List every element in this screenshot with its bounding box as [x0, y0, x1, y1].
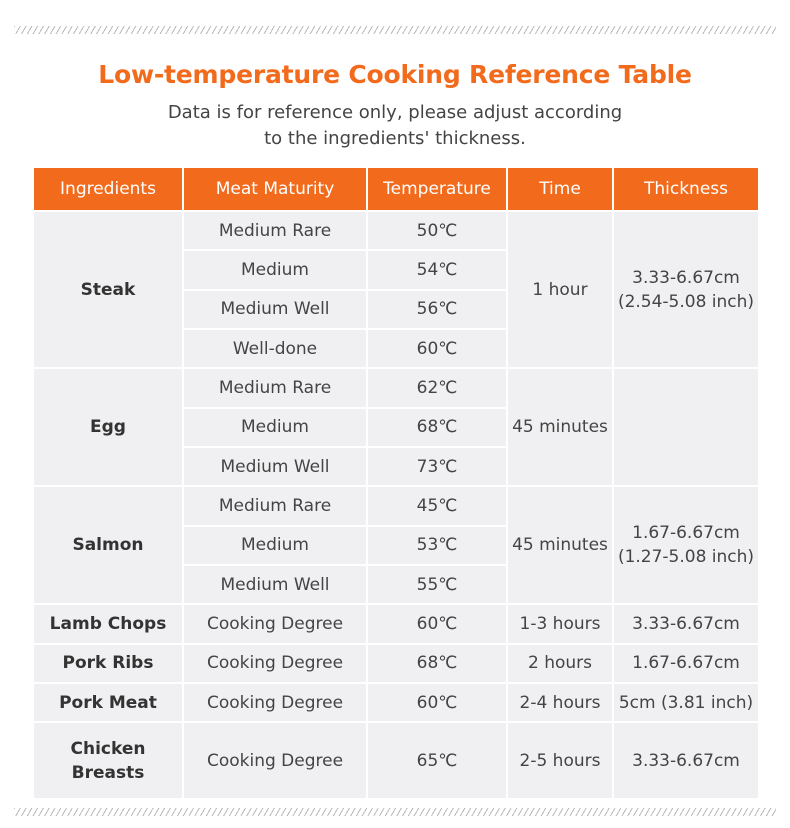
table-row: Pork Meat Cooking Degree 60℃ 2-4 hours 5cm (… — [34, 683, 758, 722]
temperature-cell: 68℃ — [368, 644, 506, 682]
time-cell: 2-4 hours — [508, 683, 612, 722]
thickness-line: (1.27-5.08 inch) — [617, 547, 755, 568]
page-title: Low-temperature Cooking Reference Table — [98, 60, 692, 89]
table-row: Chicken Breasts Cooking Degree 65℃ 2-5 hour… — [34, 723, 758, 798]
ingredient-cell: Lamb Chops — [34, 605, 182, 643]
time-cell: 2 hours — [508, 644, 612, 682]
thickness-cell: 1.67-6.67cm (1.27-5.08 inch) — [614, 487, 758, 604]
temperature-cell: 45℃ — [368, 487, 506, 525]
table-header-row: Ingredients Meat Maturity Temperature Ti… — [34, 168, 758, 210]
maturity-cell: Medium — [184, 251, 366, 289]
table-row: Well-done 60℃ — [34, 329, 758, 368]
temperature-cell: 56℃ — [368, 290, 506, 328]
time-cell: 45 minutes — [508, 487, 612, 604]
ingredient-cell: Salmon — [34, 487, 182, 604]
maturity-cell: Medium Well — [184, 290, 366, 328]
table-row: Medium Well 55℃ — [34, 565, 758, 604]
thickness-line: 3.33-6.67cm — [632, 613, 740, 634]
temperature-cell: 68℃ — [368, 408, 506, 446]
table-row: Salmon Medium Rare 45℃ 45 minutes 1.67-6.67c… — [34, 487, 758, 604]
time-cell: 1 hour — [508, 212, 612, 368]
table-row: Lamb Chops Cooking Degree 60℃ 1-3 hours 3.33… — [34, 605, 758, 643]
maturity-cell: Medium — [184, 408, 366, 446]
subtitle-line: Data is for reference only, please adjus… — [167, 102, 623, 123]
table-row: Medium 68℃ — [34, 408, 758, 446]
ingredient-cell: Egg — [34, 369, 182, 486]
temperature-cell: 60℃ — [368, 683, 506, 722]
thickness-cell — [614, 369, 758, 486]
temperature-cell: 60℃ — [368, 605, 506, 643]
maturity-cell: Medium Rare — [184, 369, 366, 407]
maturity-cell: Well-done — [184, 329, 366, 368]
thickness-line: 5cm (3.81 inch) — [618, 692, 754, 713]
time-cell: 1-3 hours — [508, 605, 612, 643]
temperature-cell: 50℃ — [368, 212, 506, 250]
subtitle-line: to the ingredients' thickness. — [264, 128, 526, 149]
maturity-cell: Medium Rare — [184, 487, 366, 525]
header-temperature: Temperature — [368, 168, 506, 210]
table-row: Medium 54℃ — [34, 251, 758, 289]
maturity-cell: Medium Well — [184, 447, 366, 486]
maturity-cell: Cooking Degree — [184, 644, 366, 682]
time-cell: 2-5 hours — [508, 723, 612, 798]
temperature-cell: 54℃ — [368, 251, 506, 289]
thickness-cell: 3.33-6.67cm — [614, 723, 758, 798]
maturity-cell: Cooking Degree — [184, 683, 366, 722]
table-row: Medium 53℃ — [34, 526, 758, 564]
reference-table: Ingredients Meat Maturity Temperature Ti… — [32, 166, 760, 800]
maturity-cell: Cooking Degree — [184, 723, 366, 798]
ingredient-cell: Pork Meat — [34, 683, 182, 722]
maturity-cell: Medium Well — [184, 565, 366, 604]
temperature-cell: 73℃ — [368, 447, 506, 486]
thickness-line: 1.67-6.67cm — [632, 523, 740, 544]
maturity-cell: Medium Rare — [184, 212, 366, 250]
thickness-line: 3.33-6.67cm — [632, 267, 740, 288]
temperature-cell: 55℃ — [368, 565, 506, 604]
header-thickness: Thickness — [614, 168, 758, 210]
thickness-cell: 1.67-6.67cm — [614, 644, 758, 682]
thickness-cell: 3.33-6.67cm — [614, 605, 758, 643]
table-row: Medium Well 73℃ — [34, 447, 758, 486]
top-hatch-divider — [14, 26, 776, 34]
ingredient-cell: Pork Ribs — [34, 644, 182, 682]
thickness-cell: 5cm (3.81 inch) — [614, 683, 758, 722]
table-row: Egg Medium Rare 62℃ 45 minutes — [34, 369, 758, 486]
header-meat-maturity: Meat Maturity — [184, 168, 366, 210]
temperature-cell: 65℃ — [368, 723, 506, 798]
thickness-line: 1.67-6.67cm — [632, 653, 740, 674]
table-row: Steak Medium Rare 50℃ 1 hour 3.33-6.67cm (2.5… — [34, 212, 758, 368]
thickness-line: 3.33-6.67cm — [632, 750, 740, 771]
ingredient-cell: Chicken Breasts — [34, 723, 182, 798]
time-cell: 45 minutes — [508, 369, 612, 486]
page-subtitle: Data is for reference only, please adjus… — [0, 100, 790, 152]
ingredient-cell: Steak — [34, 212, 182, 368]
header-time: Time — [508, 168, 612, 210]
header-ingredients: Ingredients — [34, 168, 182, 210]
thickness-cell: 3.33-6.67cm (2.54-5.08 inch) — [614, 212, 758, 368]
thickness-line: (2.54-5.08 inch) — [617, 291, 755, 312]
maturity-cell: Medium — [184, 526, 366, 564]
temperature-cell: 60℃ — [368, 329, 506, 368]
table-row: Medium Well 56℃ — [34, 290, 758, 328]
table-body: Steak Medium Rare 50℃ 1 hour 3.33-6.67cm (2.5… — [34, 212, 758, 798]
temperature-cell: 62℃ — [368, 369, 506, 407]
maturity-cell: Cooking Degree — [184, 605, 366, 643]
temperature-cell: 53℃ — [368, 526, 506, 564]
table-row: Pork Ribs Cooking Degree 68℃ 2 hours 1.67-6.… — [34, 644, 758, 682]
bottom-hatch-divider — [14, 808, 776, 816]
